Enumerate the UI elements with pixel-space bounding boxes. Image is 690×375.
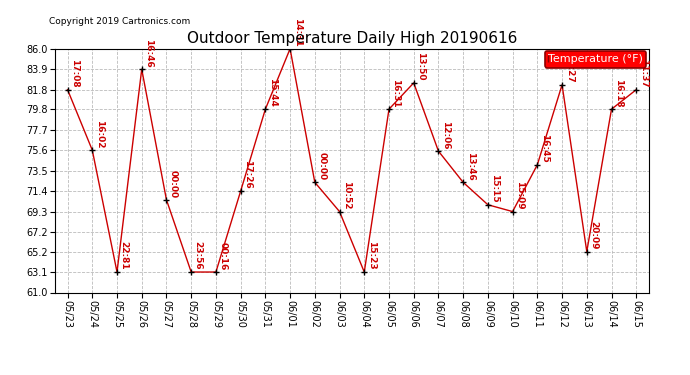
Text: 22:81: 22:81 (119, 242, 128, 270)
Text: 11:37: 11:37 (639, 59, 648, 88)
Text: 15:09: 15:09 (515, 181, 524, 210)
Text: 00:16: 00:16 (218, 242, 228, 270)
Text: 14:31: 14:31 (293, 18, 302, 47)
Text: 10:52: 10:52 (342, 181, 351, 210)
Text: 00:00: 00:00 (169, 170, 178, 198)
Text: Copyright 2019 Cartronics.com: Copyright 2019 Cartronics.com (49, 17, 190, 26)
Text: 13:27: 13:27 (564, 54, 573, 83)
Text: 16:18: 16:18 (614, 79, 623, 107)
Text: 20:09: 20:09 (589, 221, 598, 250)
Text: 16:45: 16:45 (540, 134, 549, 163)
Text: 15:44: 15:44 (268, 78, 277, 107)
Text: 13:46: 13:46 (466, 152, 475, 180)
Text: 15:23: 15:23 (366, 242, 376, 270)
Text: 13:50: 13:50 (416, 53, 425, 81)
Text: 15:15: 15:15 (491, 174, 500, 203)
Text: 16:46: 16:46 (144, 39, 153, 67)
Text: 00:00: 00:00 (317, 152, 326, 180)
Text: 17:26: 17:26 (243, 160, 252, 189)
Text: 16:31: 16:31 (391, 79, 400, 107)
Legend: Temperature (°F): Temperature (°F) (545, 51, 647, 68)
Text: 12:06: 12:06 (441, 121, 450, 149)
Title: Outdoor Temperature Daily High 20190616: Outdoor Temperature Daily High 20190616 (187, 31, 517, 46)
Text: 17:08: 17:08 (70, 59, 79, 88)
Text: 23:56: 23:56 (194, 242, 203, 270)
Text: 16:02: 16:02 (95, 120, 103, 148)
